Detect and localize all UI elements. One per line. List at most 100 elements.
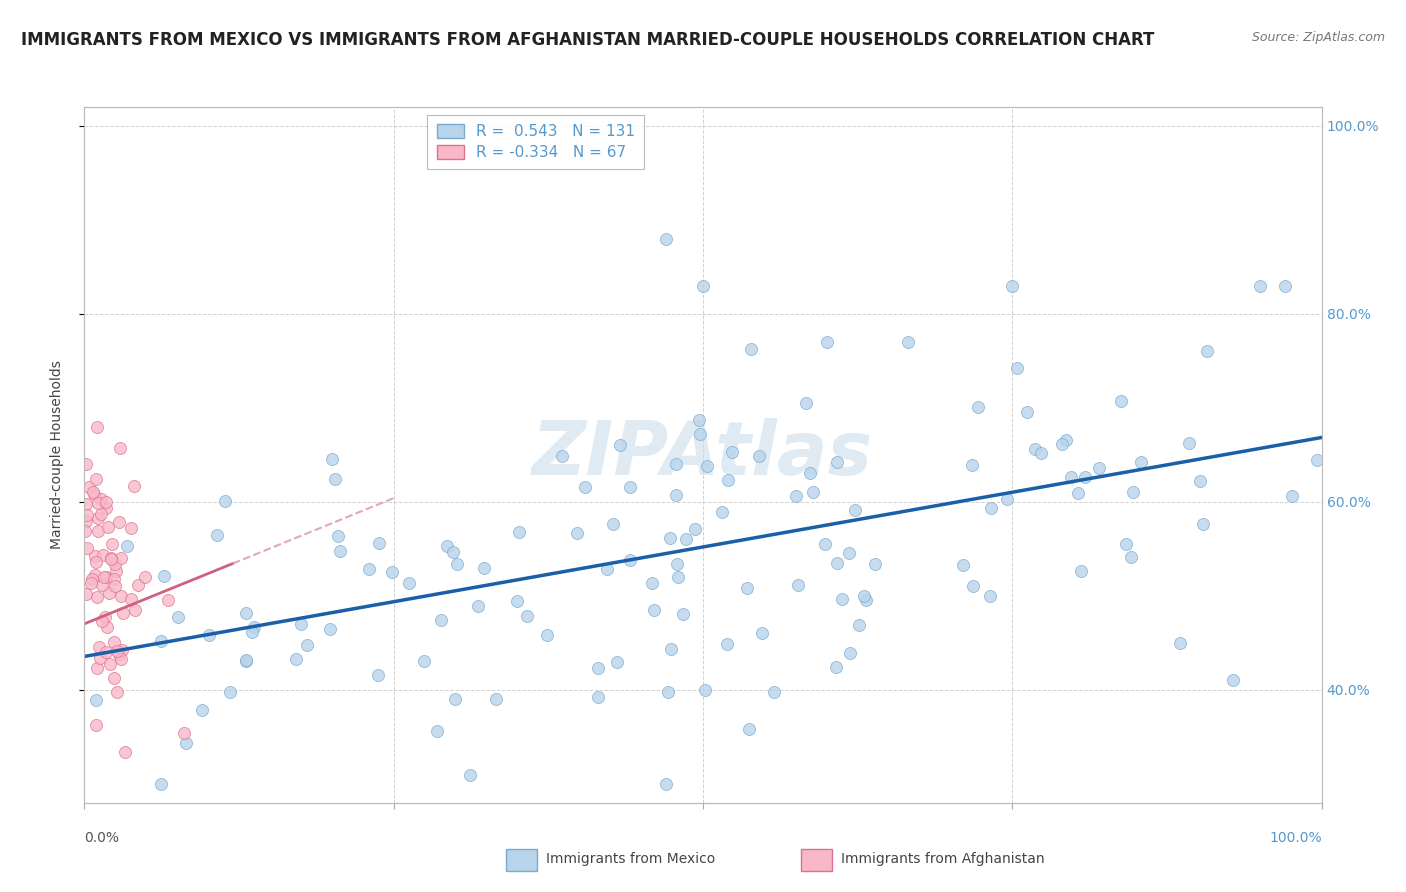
Text: 0.0%: 0.0% [84,830,120,845]
Point [1066,486,1088,500]
Point [77,480,100,494]
Point [467,599,489,613]
Point [839,646,862,660]
Point [689,426,711,441]
Y-axis label: Married-couple Households: Married-couple Households [49,360,63,549]
Point [214,494,236,508]
Point [114,745,136,759]
Point [134,570,156,584]
Point [94,495,117,509]
Point [103,635,125,649]
Point [696,458,718,473]
Point [87,640,110,655]
Point [565,525,588,540]
Point [1017,405,1039,419]
Point [413,654,436,668]
Point [844,503,866,517]
Point [75,514,97,528]
Point [79,576,101,591]
Point [149,777,172,791]
Point [848,618,870,632]
Point [426,723,449,738]
Point [191,703,214,717]
Point [747,449,769,463]
Point [101,537,124,551]
Point [103,671,125,685]
Point [675,532,697,546]
Point [84,567,107,582]
Point [318,622,340,636]
Point [979,589,1001,603]
Point [1005,360,1028,375]
Point [91,615,114,629]
Point [94,570,117,584]
Point [1192,516,1215,531]
Point [76,541,98,555]
Point [655,232,678,246]
Point [980,501,1002,516]
Point [506,594,529,608]
Point [80,572,103,586]
Point [441,545,464,559]
Point [1054,433,1077,447]
Point [94,609,117,624]
Point [124,603,146,617]
Point [110,652,132,666]
Point [1070,564,1092,578]
Point [290,617,312,632]
Point [853,589,876,603]
Text: Immigrants from Afghanistan: Immigrants from Afghanistan [841,852,1045,866]
Point [717,473,740,487]
Point [100,551,122,566]
Point [1109,394,1132,409]
Point [173,726,195,740]
Point [108,515,131,529]
Point [235,652,257,666]
Point [641,576,664,591]
Point [110,589,132,603]
Point [120,521,142,535]
Point [150,633,173,648]
Point [381,565,404,579]
Point [430,613,453,627]
Point [831,592,853,607]
Point [863,557,886,571]
Point [103,573,125,587]
Point [1073,470,1095,484]
Point [586,690,609,704]
Point [1306,453,1329,467]
Point [967,400,990,414]
Point [815,335,838,350]
Point [740,342,762,356]
Point [619,553,641,567]
Point [897,334,920,349]
Point [295,638,318,652]
Point [359,562,381,576]
Point [474,561,496,575]
Point [1188,474,1211,488]
Point [84,693,107,707]
Point [235,607,257,621]
Point [242,620,264,634]
Point [86,660,108,674]
Point [235,654,257,668]
Point [122,479,145,493]
Point [105,684,128,698]
Point [86,591,108,605]
Point [716,637,738,651]
Point [86,871,108,885]
Point [1029,446,1052,460]
Point [825,556,848,570]
Point [962,579,984,593]
Point [86,496,108,510]
Point [97,520,120,534]
Text: IMMIGRANTS FROM MEXICO VS IMMIGRANTS FROM AFGHANISTAN MARRIED-COUPLE HOUSEHOLDS : IMMIGRANTS FROM MEXICO VS IMMIGRANTS FRO… [21,31,1154,49]
Point [683,522,706,536]
Text: Immigrants from Mexico: Immigrants from Mexico [546,852,714,866]
Legend: R =  0.543   N = 131, R = -0.334   N = 67: R = 0.543 N = 131, R = -0.334 N = 67 [427,115,644,169]
Point [115,539,138,553]
Point [619,480,641,494]
Point [838,546,860,560]
Point [207,528,229,542]
Point [825,455,848,469]
